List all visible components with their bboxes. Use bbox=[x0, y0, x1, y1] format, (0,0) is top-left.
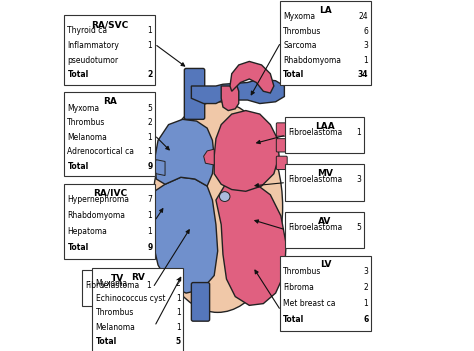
Text: Fibroma: Fibroma bbox=[283, 283, 314, 292]
Text: RA/IVC: RA/IVC bbox=[93, 188, 127, 198]
Text: 1: 1 bbox=[148, 41, 153, 50]
FancyBboxPatch shape bbox=[92, 268, 183, 351]
Text: Fibroelastoma: Fibroelastoma bbox=[289, 128, 343, 137]
Text: Rhabdomyoma: Rhabdomyoma bbox=[67, 211, 126, 220]
FancyBboxPatch shape bbox=[82, 270, 154, 306]
FancyBboxPatch shape bbox=[191, 283, 210, 321]
Polygon shape bbox=[221, 86, 239, 111]
Text: RA: RA bbox=[103, 97, 117, 106]
Text: LA: LA bbox=[319, 6, 332, 15]
Ellipse shape bbox=[219, 192, 230, 201]
Text: Thrombus: Thrombus bbox=[283, 267, 322, 276]
Text: 1: 1 bbox=[148, 133, 153, 141]
Text: Inflammatory: Inflammatory bbox=[67, 41, 119, 50]
Polygon shape bbox=[191, 79, 284, 104]
Text: Myxoma: Myxoma bbox=[283, 12, 316, 21]
Text: Hypernephroma: Hypernephroma bbox=[67, 195, 129, 204]
Text: pseudotumor: pseudotumor bbox=[67, 55, 118, 65]
Text: 5: 5 bbox=[147, 104, 153, 113]
Text: Melanoma: Melanoma bbox=[67, 133, 107, 141]
FancyBboxPatch shape bbox=[280, 1, 371, 85]
Polygon shape bbox=[153, 160, 165, 176]
Text: Thrombus: Thrombus bbox=[283, 27, 322, 36]
Text: 34: 34 bbox=[358, 71, 368, 79]
Text: RA/SVC: RA/SVC bbox=[91, 20, 128, 29]
FancyBboxPatch shape bbox=[280, 256, 371, 331]
Text: Hepatoma: Hepatoma bbox=[67, 227, 107, 236]
Text: LV: LV bbox=[320, 260, 331, 270]
FancyBboxPatch shape bbox=[285, 212, 364, 248]
Text: Total: Total bbox=[96, 337, 117, 346]
Polygon shape bbox=[204, 149, 214, 165]
Polygon shape bbox=[230, 61, 274, 93]
Text: 1: 1 bbox=[364, 56, 368, 65]
Text: Myxoma: Myxoma bbox=[96, 279, 128, 288]
Text: Thrombus: Thrombus bbox=[67, 118, 106, 127]
Text: 2: 2 bbox=[176, 279, 181, 288]
Text: 1: 1 bbox=[146, 281, 151, 290]
Text: 3: 3 bbox=[364, 41, 368, 50]
Text: 24: 24 bbox=[359, 12, 368, 21]
Text: 7: 7 bbox=[147, 195, 153, 204]
Text: 9: 9 bbox=[147, 162, 153, 171]
Text: 6: 6 bbox=[363, 314, 368, 324]
Text: 1: 1 bbox=[176, 323, 181, 332]
Text: Total: Total bbox=[67, 70, 89, 79]
Text: 1: 1 bbox=[176, 308, 181, 317]
Polygon shape bbox=[214, 111, 279, 191]
Text: 1: 1 bbox=[148, 147, 153, 156]
Text: 1: 1 bbox=[148, 26, 153, 35]
Text: 1: 1 bbox=[148, 227, 153, 236]
Text: Met breast ca: Met breast ca bbox=[283, 299, 336, 308]
Text: Adrenocortical ca: Adrenocortical ca bbox=[67, 147, 135, 156]
Text: Fibroelastoma: Fibroelastoma bbox=[85, 281, 139, 290]
Text: 6: 6 bbox=[364, 27, 368, 36]
Text: Total: Total bbox=[283, 314, 305, 324]
Text: Echinococcus cyst: Echinococcus cyst bbox=[96, 293, 165, 303]
Text: 2: 2 bbox=[147, 70, 153, 79]
Polygon shape bbox=[216, 179, 286, 305]
FancyBboxPatch shape bbox=[64, 184, 155, 259]
Text: 3: 3 bbox=[356, 176, 361, 185]
Text: Melanoma: Melanoma bbox=[96, 323, 136, 332]
Text: 1: 1 bbox=[356, 128, 361, 137]
FancyBboxPatch shape bbox=[285, 164, 364, 201]
FancyBboxPatch shape bbox=[64, 15, 155, 85]
Ellipse shape bbox=[153, 102, 283, 312]
FancyBboxPatch shape bbox=[276, 123, 287, 136]
Text: 1: 1 bbox=[176, 293, 181, 303]
Text: MV: MV bbox=[317, 169, 333, 178]
Text: 2: 2 bbox=[364, 283, 368, 292]
Text: Rhabdomyoma: Rhabdomyoma bbox=[283, 56, 341, 65]
Text: 2: 2 bbox=[148, 118, 153, 127]
Polygon shape bbox=[151, 177, 218, 293]
Polygon shape bbox=[155, 119, 214, 186]
Text: TV: TV bbox=[111, 274, 124, 284]
FancyBboxPatch shape bbox=[276, 156, 287, 170]
Text: Total: Total bbox=[67, 162, 89, 171]
FancyBboxPatch shape bbox=[64, 92, 155, 176]
Text: LAA: LAA bbox=[315, 122, 335, 131]
Text: Sarcoma: Sarcoma bbox=[283, 41, 317, 50]
Text: Thrombus: Thrombus bbox=[96, 308, 134, 317]
Text: 1: 1 bbox=[148, 211, 153, 220]
Text: AV: AV bbox=[318, 217, 331, 226]
FancyBboxPatch shape bbox=[184, 68, 205, 119]
Text: 9: 9 bbox=[147, 243, 153, 252]
Text: Fibroelastoma: Fibroelastoma bbox=[289, 176, 343, 185]
Text: 1: 1 bbox=[364, 299, 368, 308]
Text: Thyroid ca: Thyroid ca bbox=[67, 26, 108, 35]
Text: RV: RV bbox=[131, 273, 145, 282]
Text: 5: 5 bbox=[175, 337, 181, 346]
Text: Myxoma: Myxoma bbox=[67, 104, 100, 113]
Text: 3: 3 bbox=[364, 267, 368, 276]
Text: Fibroelastoma: Fibroelastoma bbox=[289, 223, 343, 232]
Text: Total: Total bbox=[67, 243, 89, 252]
Text: Total: Total bbox=[283, 71, 305, 79]
FancyBboxPatch shape bbox=[285, 117, 364, 153]
FancyBboxPatch shape bbox=[276, 139, 287, 152]
Text: 5: 5 bbox=[356, 223, 361, 232]
